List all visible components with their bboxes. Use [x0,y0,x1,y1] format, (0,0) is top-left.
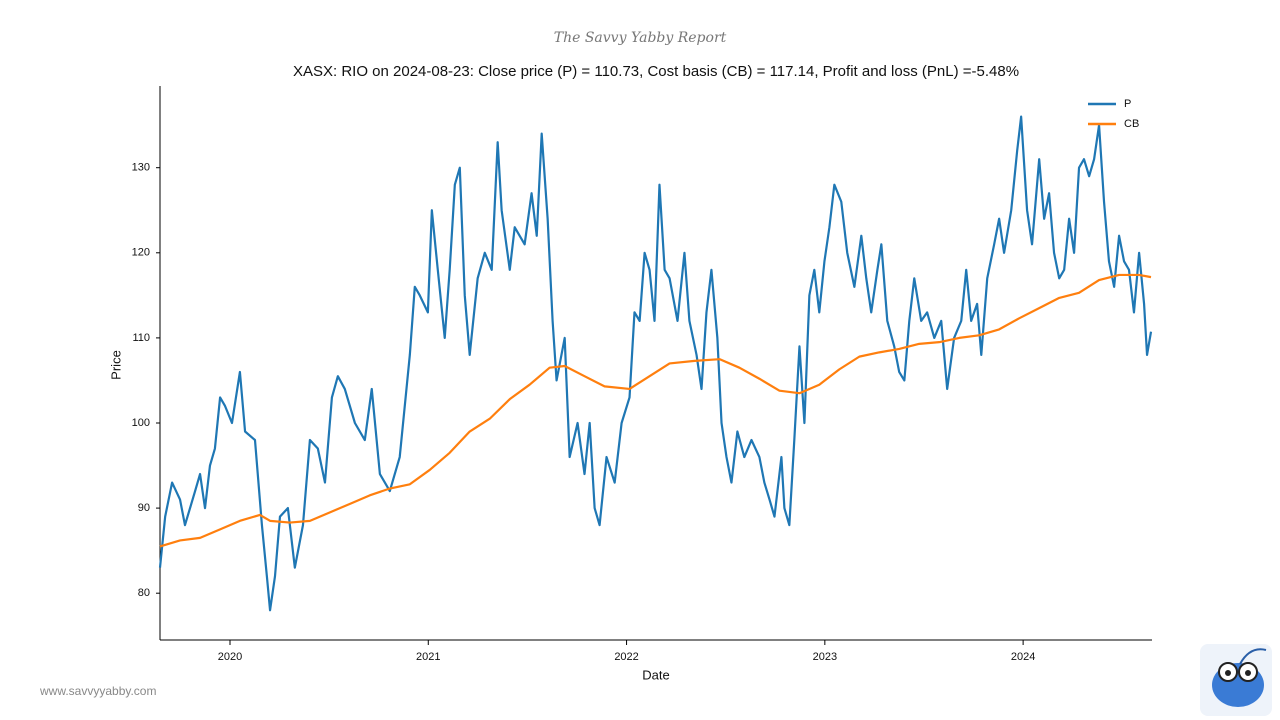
legend-label: CB [1124,118,1139,130]
x-tick-label: 2021 [416,651,440,663]
y-axis-label: Price [108,350,123,380]
x-tick-label: 2020 [218,651,242,663]
chart-title: XASX: RIO on 2024-08-23: Close price (P)… [293,63,1019,80]
footer: www.savvyyabby.com [39,684,156,698]
logo [1200,644,1272,716]
price-line [158,115,1153,612]
header: The Savvy Yabby Report [554,30,727,46]
y-tick-label: 80 [138,587,150,599]
x-axis-label: Date [642,667,669,682]
y-tick-label: 130 [132,162,150,174]
x-tick-label: 2024 [1011,651,1035,663]
y-tick-label: 110 [132,332,150,344]
x-tick-label: 2023 [813,651,837,663]
y-tick-label: 120 [132,247,150,259]
price-line [159,273,1152,548]
y-tick-label: 100 [132,417,150,429]
y-tick-label: 90 [138,502,150,514]
legend-label: P [1124,98,1131,110]
x-tick-label: 2022 [614,651,638,663]
